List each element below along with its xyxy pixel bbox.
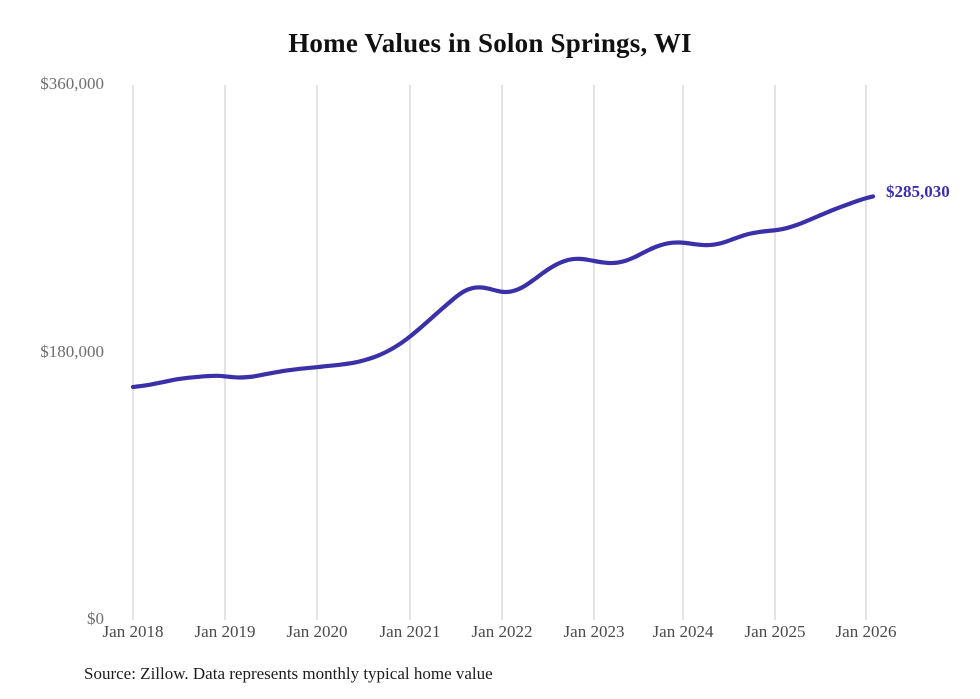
source-note: Source: Zillow. Data represents monthly … bbox=[84, 664, 493, 683]
y-tick-0: $0 bbox=[87, 609, 104, 628]
x-tick-jan-2023: Jan 2023 bbox=[563, 622, 625, 641]
end-value-label: $285,030 bbox=[886, 182, 950, 202]
x-tick-jan-2025: Jan 2025 bbox=[744, 622, 806, 641]
x-tick-jan-2018: Jan 2018 bbox=[102, 622, 164, 641]
y-tick-360000: $360,000 bbox=[40, 74, 104, 93]
chart-title: Home Values in Solon Springs, WI bbox=[288, 28, 692, 58]
home-value-line bbox=[130, 194, 876, 390]
x-tick-jan-2022: Jan 2022 bbox=[471, 622, 533, 641]
x-tick-jan-2020: Jan 2020 bbox=[286, 622, 348, 641]
x-tick-jan-2026: Jan 2026 bbox=[835, 622, 897, 641]
x-tick-jan-2021: Jan 2021 bbox=[379, 622, 441, 641]
vertical-gridlines bbox=[132, 85, 867, 620]
x-tick-jan-2019: Jan 2019 bbox=[194, 622, 256, 641]
y-tick-180000: $180,000 bbox=[40, 341, 104, 361]
x-tick-jan-2024: Jan 2024 bbox=[652, 622, 714, 641]
